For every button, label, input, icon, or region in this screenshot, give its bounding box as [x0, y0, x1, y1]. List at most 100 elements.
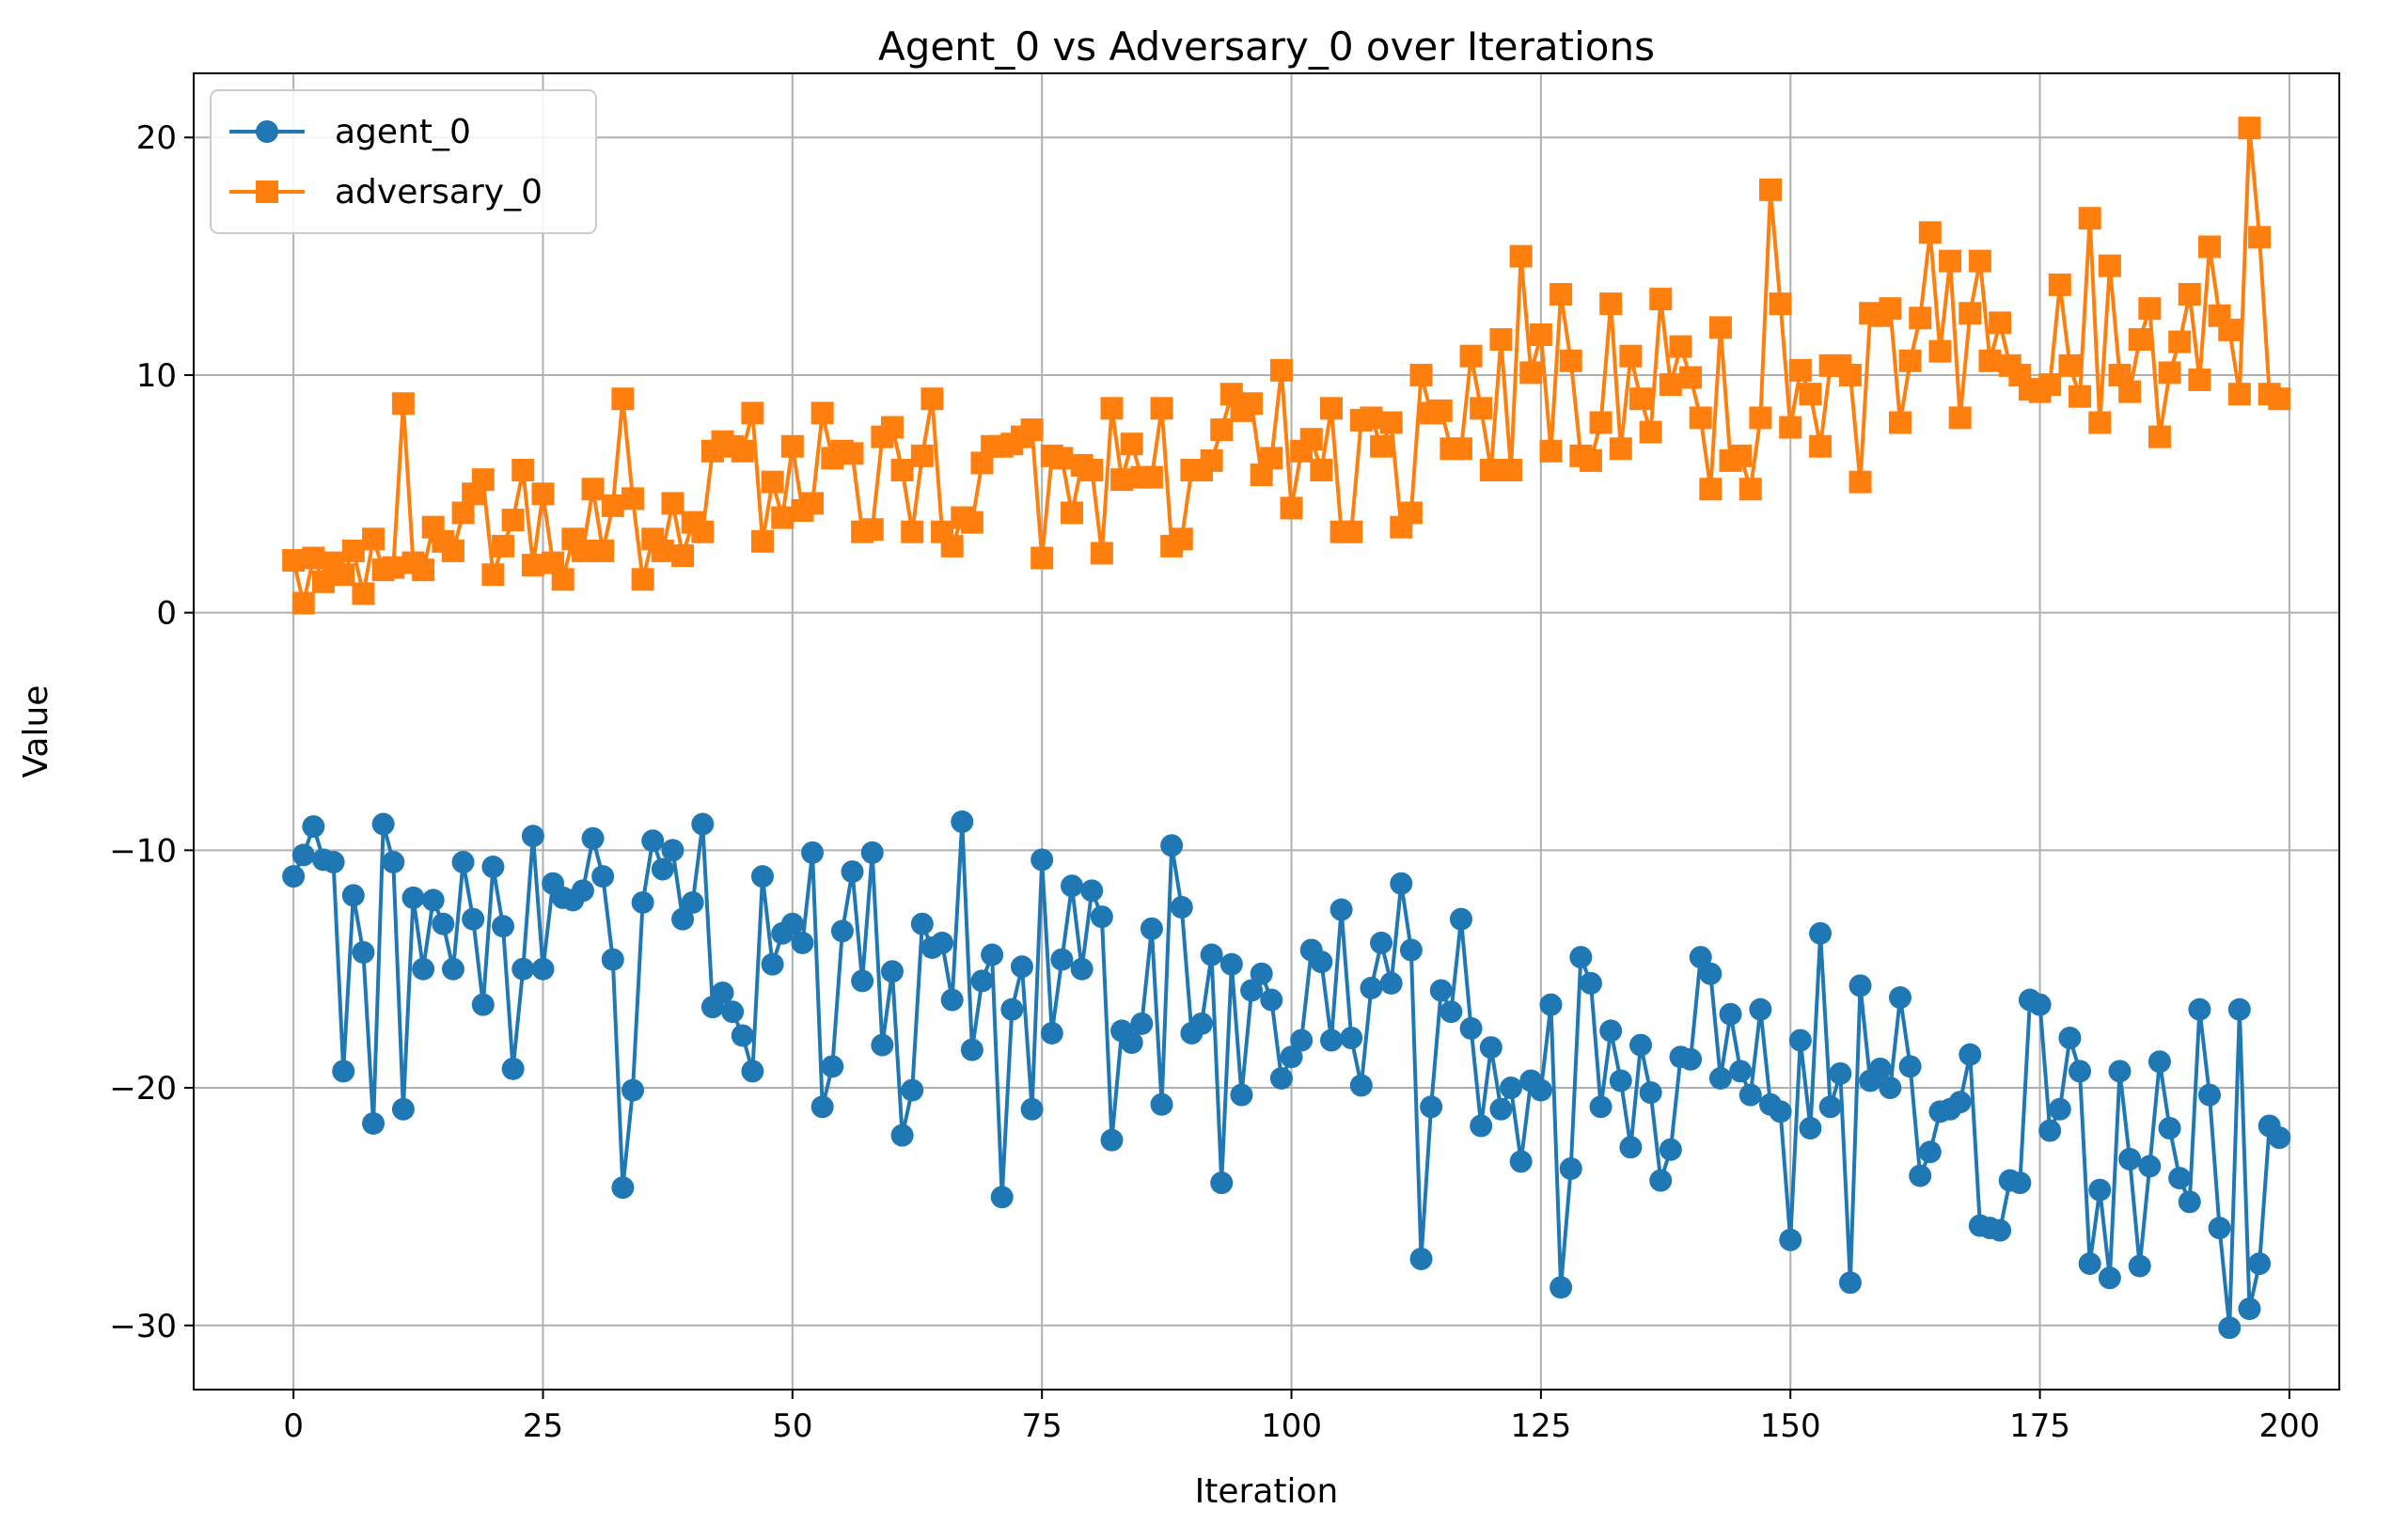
data-point-agent_0	[2098, 1266, 2121, 1290]
data-point-agent_0	[860, 841, 884, 864]
data-point-agent_0	[1989, 1218, 2012, 1242]
data-point-adversary_0	[332, 563, 355, 587]
data-point-agent_0	[1629, 1033, 1653, 1057]
data-point-agent_0	[1130, 1012, 1154, 1035]
data-point-adversary_0	[1020, 418, 1044, 442]
data-point-agent_0	[641, 829, 665, 853]
data-point-adversary_0	[1479, 459, 1502, 482]
data-point-agent_0	[1160, 834, 1184, 857]
legend-box	[210, 89, 597, 234]
data-point-adversary_0	[1459, 344, 1483, 368]
data-point-adversary_0	[1200, 448, 1223, 472]
data-point-agent_0	[1260, 988, 1283, 1012]
data-point-agent_0	[2038, 1119, 2062, 1142]
data-point-agent_0	[661, 839, 684, 862]
data-point-agent_0	[1619, 1136, 1643, 1159]
data-point-adversary_0	[780, 434, 804, 458]
data-point-adversary_0	[571, 539, 594, 562]
data-point-agent_0	[1120, 1031, 1143, 1055]
data-point-agent_0	[821, 1055, 844, 1078]
data-point-agent_0	[531, 957, 555, 981]
series-adversary_0	[282, 117, 2291, 615]
data-point-agent_0	[741, 1060, 764, 1083]
data-point-adversary_0	[2069, 385, 2092, 408]
data-point-agent_0	[1829, 1061, 1852, 1085]
x-tick-label: 50	[772, 1407, 812, 1445]
data-point-adversary_0	[311, 570, 335, 593]
data-point-adversary_0	[2048, 273, 2071, 296]
data-point-agent_0	[1749, 998, 1772, 1021]
data-point-agent_0	[2008, 1171, 2032, 1195]
data-point-agent_0	[1599, 1019, 1623, 1043]
data-point-adversary_0	[1649, 288, 1673, 311]
data-point-adversary_0	[890, 459, 914, 482]
data-point-agent_0	[412, 957, 435, 981]
data-point-agent_0	[681, 890, 704, 914]
data-point-agent_0	[371, 812, 395, 836]
data-point-adversary_0	[1449, 437, 1472, 461]
data-point-adversary_0	[1280, 496, 1303, 520]
data-point-adversary_0	[1409, 363, 1433, 386]
data-point-adversary_0	[1738, 478, 1762, 501]
data-point-agent_0	[492, 915, 515, 938]
data-point-agent_0	[871, 1033, 894, 1057]
data-point-adversary_0	[1629, 387, 1653, 411]
data-point-adversary_0	[1550, 283, 1573, 306]
data-point-agent_0	[1290, 1029, 1314, 1052]
data-point-agent_0	[1250, 962, 1273, 985]
data-point-adversary_0	[2248, 226, 2272, 249]
data-point-adversary_0	[391, 392, 415, 416]
data-point-agent_0	[1738, 1083, 1762, 1107]
data-point-agent_0	[571, 879, 594, 903]
y-tick-label: 20	[136, 119, 177, 157]
legend-label: agent_0	[335, 113, 471, 151]
data-point-adversary_0	[1619, 344, 1643, 368]
data-point-agent_0	[981, 943, 1004, 966]
data-point-agent_0	[511, 957, 535, 981]
data-point-adversary_0	[511, 459, 535, 482]
data-point-agent_0	[2268, 1126, 2291, 1150]
data-point-adversary_0	[1699, 478, 1723, 501]
data-point-agent_0	[462, 907, 485, 931]
data-point-agent_0	[761, 952, 784, 976]
data-point-agent_0	[2078, 1252, 2101, 1276]
data-point-adversary_0	[1539, 439, 1563, 463]
data-point-agent_0	[2058, 1026, 2082, 1049]
data-point-adversary_0	[2138, 297, 2162, 321]
data-point-adversary_0	[1978, 349, 2002, 372]
data-point-agent_0	[890, 1124, 914, 1147]
data-point-adversary_0	[1260, 447, 1283, 470]
data-point-agent_0	[451, 850, 475, 873]
data-point-adversary_0	[601, 494, 624, 517]
data-point-adversary_0	[2088, 411, 2112, 434]
data-point-agent_0	[1449, 907, 1472, 931]
data-point-agent_0	[1888, 986, 1911, 1010]
legend-entry-agent_0: agent_0	[229, 113, 471, 151]
data-point-adversary_0	[1579, 448, 1602, 472]
data-point-adversary_0	[1120, 432, 1143, 456]
data-point-agent_0	[1070, 957, 1093, 981]
data-point-adversary_0	[591, 539, 615, 562]
data-point-adversary_0	[910, 444, 934, 467]
data-point-adversary_0	[651, 539, 674, 562]
data-point-agent_0	[1379, 971, 1403, 995]
data-point-agent_0	[1409, 1248, 1433, 1271]
data-point-agent_0	[1170, 896, 1193, 919]
data-point-adversary_0	[1888, 411, 1911, 434]
data-point-adversary_0	[661, 492, 684, 515]
data-point-adversary_0	[581, 478, 605, 501]
data-point-adversary_0	[750, 529, 774, 553]
data-point-agent_0	[1879, 1076, 1902, 1100]
data-point-adversary_0	[2178, 283, 2201, 306]
data-point-agent_0	[1719, 1002, 1742, 1026]
data-point-agent_0	[1689, 946, 1712, 969]
data-point-agent_0	[851, 969, 874, 993]
data-point-agent_0	[2198, 1083, 2222, 1107]
data-point-agent_0	[1529, 1078, 1552, 1102]
data-point-adversary_0	[1918, 221, 1942, 244]
data-point-agent_0	[1030, 848, 1054, 872]
data-point-agent_0	[341, 884, 365, 907]
data-point-agent_0	[1489, 1097, 1513, 1121]
data-point-agent_0	[611, 1176, 635, 1200]
